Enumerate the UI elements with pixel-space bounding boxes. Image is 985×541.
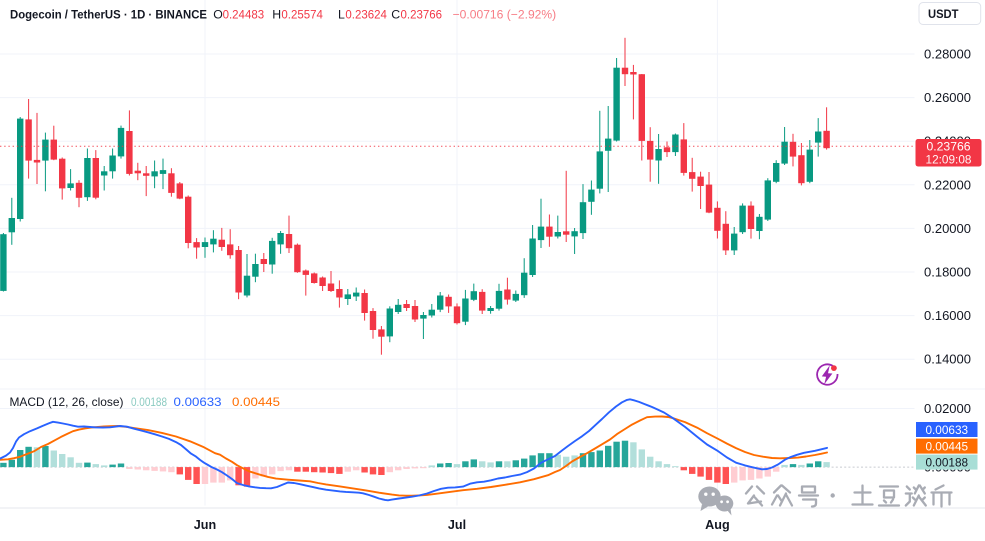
svg-text:MACD (12, 26, close): MACD (12, 26, close) [10, 395, 124, 409]
svg-text:0.25574: 0.25574 [281, 7, 323, 21]
svg-text:L: L [338, 7, 345, 21]
svg-text:H: H [272, 7, 281, 21]
svg-text:C: C [391, 7, 400, 21]
svg-text:−0.00716 (−2.92%): −0.00716 (−2.92%) [453, 7, 557, 21]
svg-text:0.00633: 0.00633 [925, 423, 968, 437]
svg-text:0.00188: 0.00188 [131, 395, 167, 409]
svg-text:0.00445: 0.00445 [232, 395, 280, 409]
svg-text:0.14000: 0.14000 [924, 353, 971, 367]
svg-text:0.00188: 0.00188 [925, 455, 968, 469]
svg-text:0.23624: 0.23624 [345, 7, 387, 21]
svg-text:Dogecoin / TetherUS · 1D · BIN: Dogecoin / TetherUS · 1D · BINANCE [10, 7, 207, 21]
svg-text:0.26000: 0.26000 [924, 91, 971, 105]
svg-text:0.23766: 0.23766 [401, 7, 443, 21]
svg-text:O: O [213, 7, 223, 21]
svg-text:0.00633: 0.00633 [174, 395, 222, 409]
svg-text:0.24483: 0.24483 [223, 7, 265, 21]
svg-text:Jul: Jul [448, 518, 466, 532]
svg-text:0.22000: 0.22000 [924, 178, 971, 192]
svg-text:0.20000: 0.20000 [924, 222, 971, 236]
svg-text:0.23766: 0.23766 [926, 140, 970, 154]
svg-text:12:09:08: 12:09:08 [926, 153, 972, 167]
svg-text:USDT: USDT [928, 7, 959, 21]
svg-text:0.18000: 0.18000 [924, 266, 971, 280]
svg-text:0.28000: 0.28000 [924, 48, 971, 62]
svg-text:Jun: Jun [194, 518, 216, 532]
svg-text:0.16000: 0.16000 [924, 309, 971, 323]
svg-text:0.02000: 0.02000 [924, 402, 971, 416]
svg-text:Aug: Aug [705, 518, 729, 532]
svg-text:0.00445: 0.00445 [925, 439, 968, 453]
